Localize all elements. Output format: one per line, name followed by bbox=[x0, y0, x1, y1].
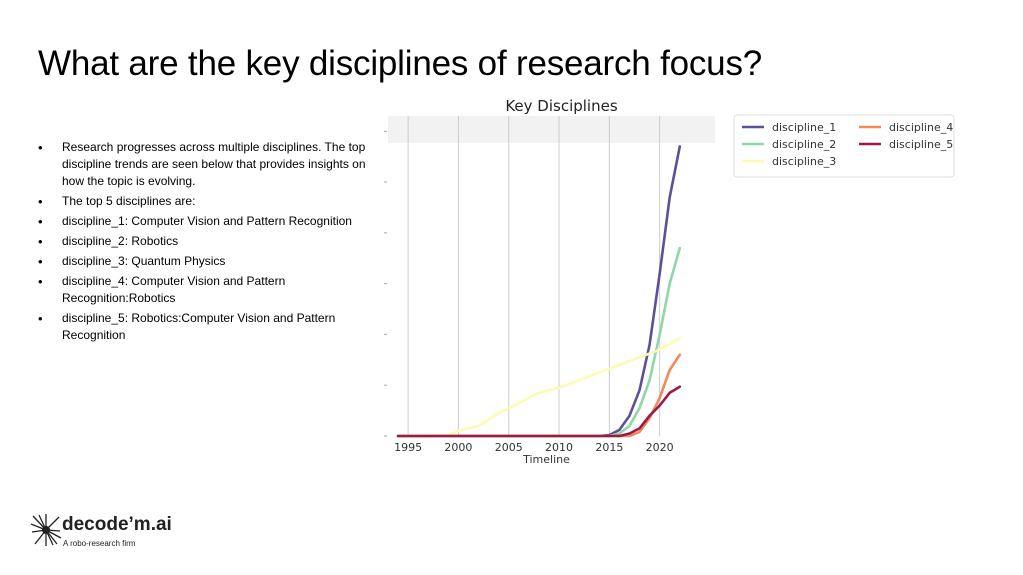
company-logo: decode’m.ai A robo-research firm bbox=[30, 510, 190, 555]
bullet-text: Research progresses across multiple disc… bbox=[62, 140, 366, 188]
bullet-text: discipline_3: Quantum Physics bbox=[62, 254, 226, 268]
page-title: What are the key disciplines of research… bbox=[38, 44, 763, 83]
bullet-text: discipline_1: Computer Vision and Patter… bbox=[62, 214, 352, 228]
plot-top-band bbox=[388, 116, 715, 143]
x-axis-label: Timeline bbox=[522, 453, 570, 466]
bullet-item: • discipline_5: Robotics:Computer Vision … bbox=[38, 310, 378, 344]
series-line-discipline_3 bbox=[396, 336, 682, 438]
key-disciplines-chart: Key Disciplines 1995 2000 2005 2010 2015 2020 T… bbox=[384, 97, 955, 466]
x-tick-label: 2010 bbox=[545, 441, 573, 454]
bullet-item: • Research progresses across multiple dis… bbox=[38, 139, 378, 190]
bullet-item: • discipline_1: Computer Vision and Patte… bbox=[38, 213, 378, 230]
series-line-discipline_4 bbox=[396, 353, 682, 438]
bullet-dot: • bbox=[38, 274, 43, 289]
legend-label: discipline_3 bbox=[772, 155, 836, 168]
bullet-item: • discipline_3: Quantum Physics bbox=[38, 253, 378, 270]
bullet-text: discipline_5: Robotics:Computer Vision a… bbox=[62, 311, 336, 342]
bullet-text: The top 5 disciplines are: bbox=[62, 194, 196, 208]
logo-brand-text: decode’m.ai bbox=[62, 514, 172, 535]
x-tick-label: 1995 bbox=[394, 441, 422, 454]
bullet-text: discipline_2: Robotics bbox=[62, 234, 179, 248]
chart-title: Key Disciplines bbox=[505, 97, 618, 115]
series-line-discipline_5 bbox=[396, 385, 682, 438]
bullet-item: • The top 5 disciplines are: bbox=[38, 193, 378, 210]
x-tick-label: 2000 bbox=[444, 441, 472, 454]
x-tick-label: 2020 bbox=[646, 441, 674, 454]
brand-mark-icon bbox=[30, 514, 62, 546]
bullet-dot: • bbox=[38, 234, 43, 249]
bullet-dot: • bbox=[38, 254, 43, 269]
x-tick-label: 2005 bbox=[495, 441, 523, 454]
bullet-item: • discipline_2: Robotics bbox=[38, 233, 378, 250]
series-line-discipline_2 bbox=[396, 246, 682, 438]
legend-label: discipline_5 bbox=[889, 138, 953, 151]
legend-label: discipline_1 bbox=[772, 121, 836, 134]
legend-label: discipline_4 bbox=[889, 121, 953, 134]
x-tick-label: 2015 bbox=[595, 441, 623, 454]
bullet-list: • Research progresses across multiple dis… bbox=[38, 139, 378, 347]
legend-label: discipline_2 bbox=[772, 138, 836, 151]
bullet-dot: • bbox=[38, 214, 43, 229]
bullet-dot: • bbox=[38, 140, 43, 155]
bullet-dot: • bbox=[38, 194, 43, 209]
bullet-item: • discipline_4: Computer Vision and Patte… bbox=[38, 273, 378, 307]
bullet-text: discipline_4: Computer Vision and Patter… bbox=[62, 274, 286, 305]
logo-tagline: A robo-research firm bbox=[63, 539, 136, 548]
legend-box bbox=[733, 114, 955, 178]
bullet-dot: • bbox=[38, 311, 43, 326]
